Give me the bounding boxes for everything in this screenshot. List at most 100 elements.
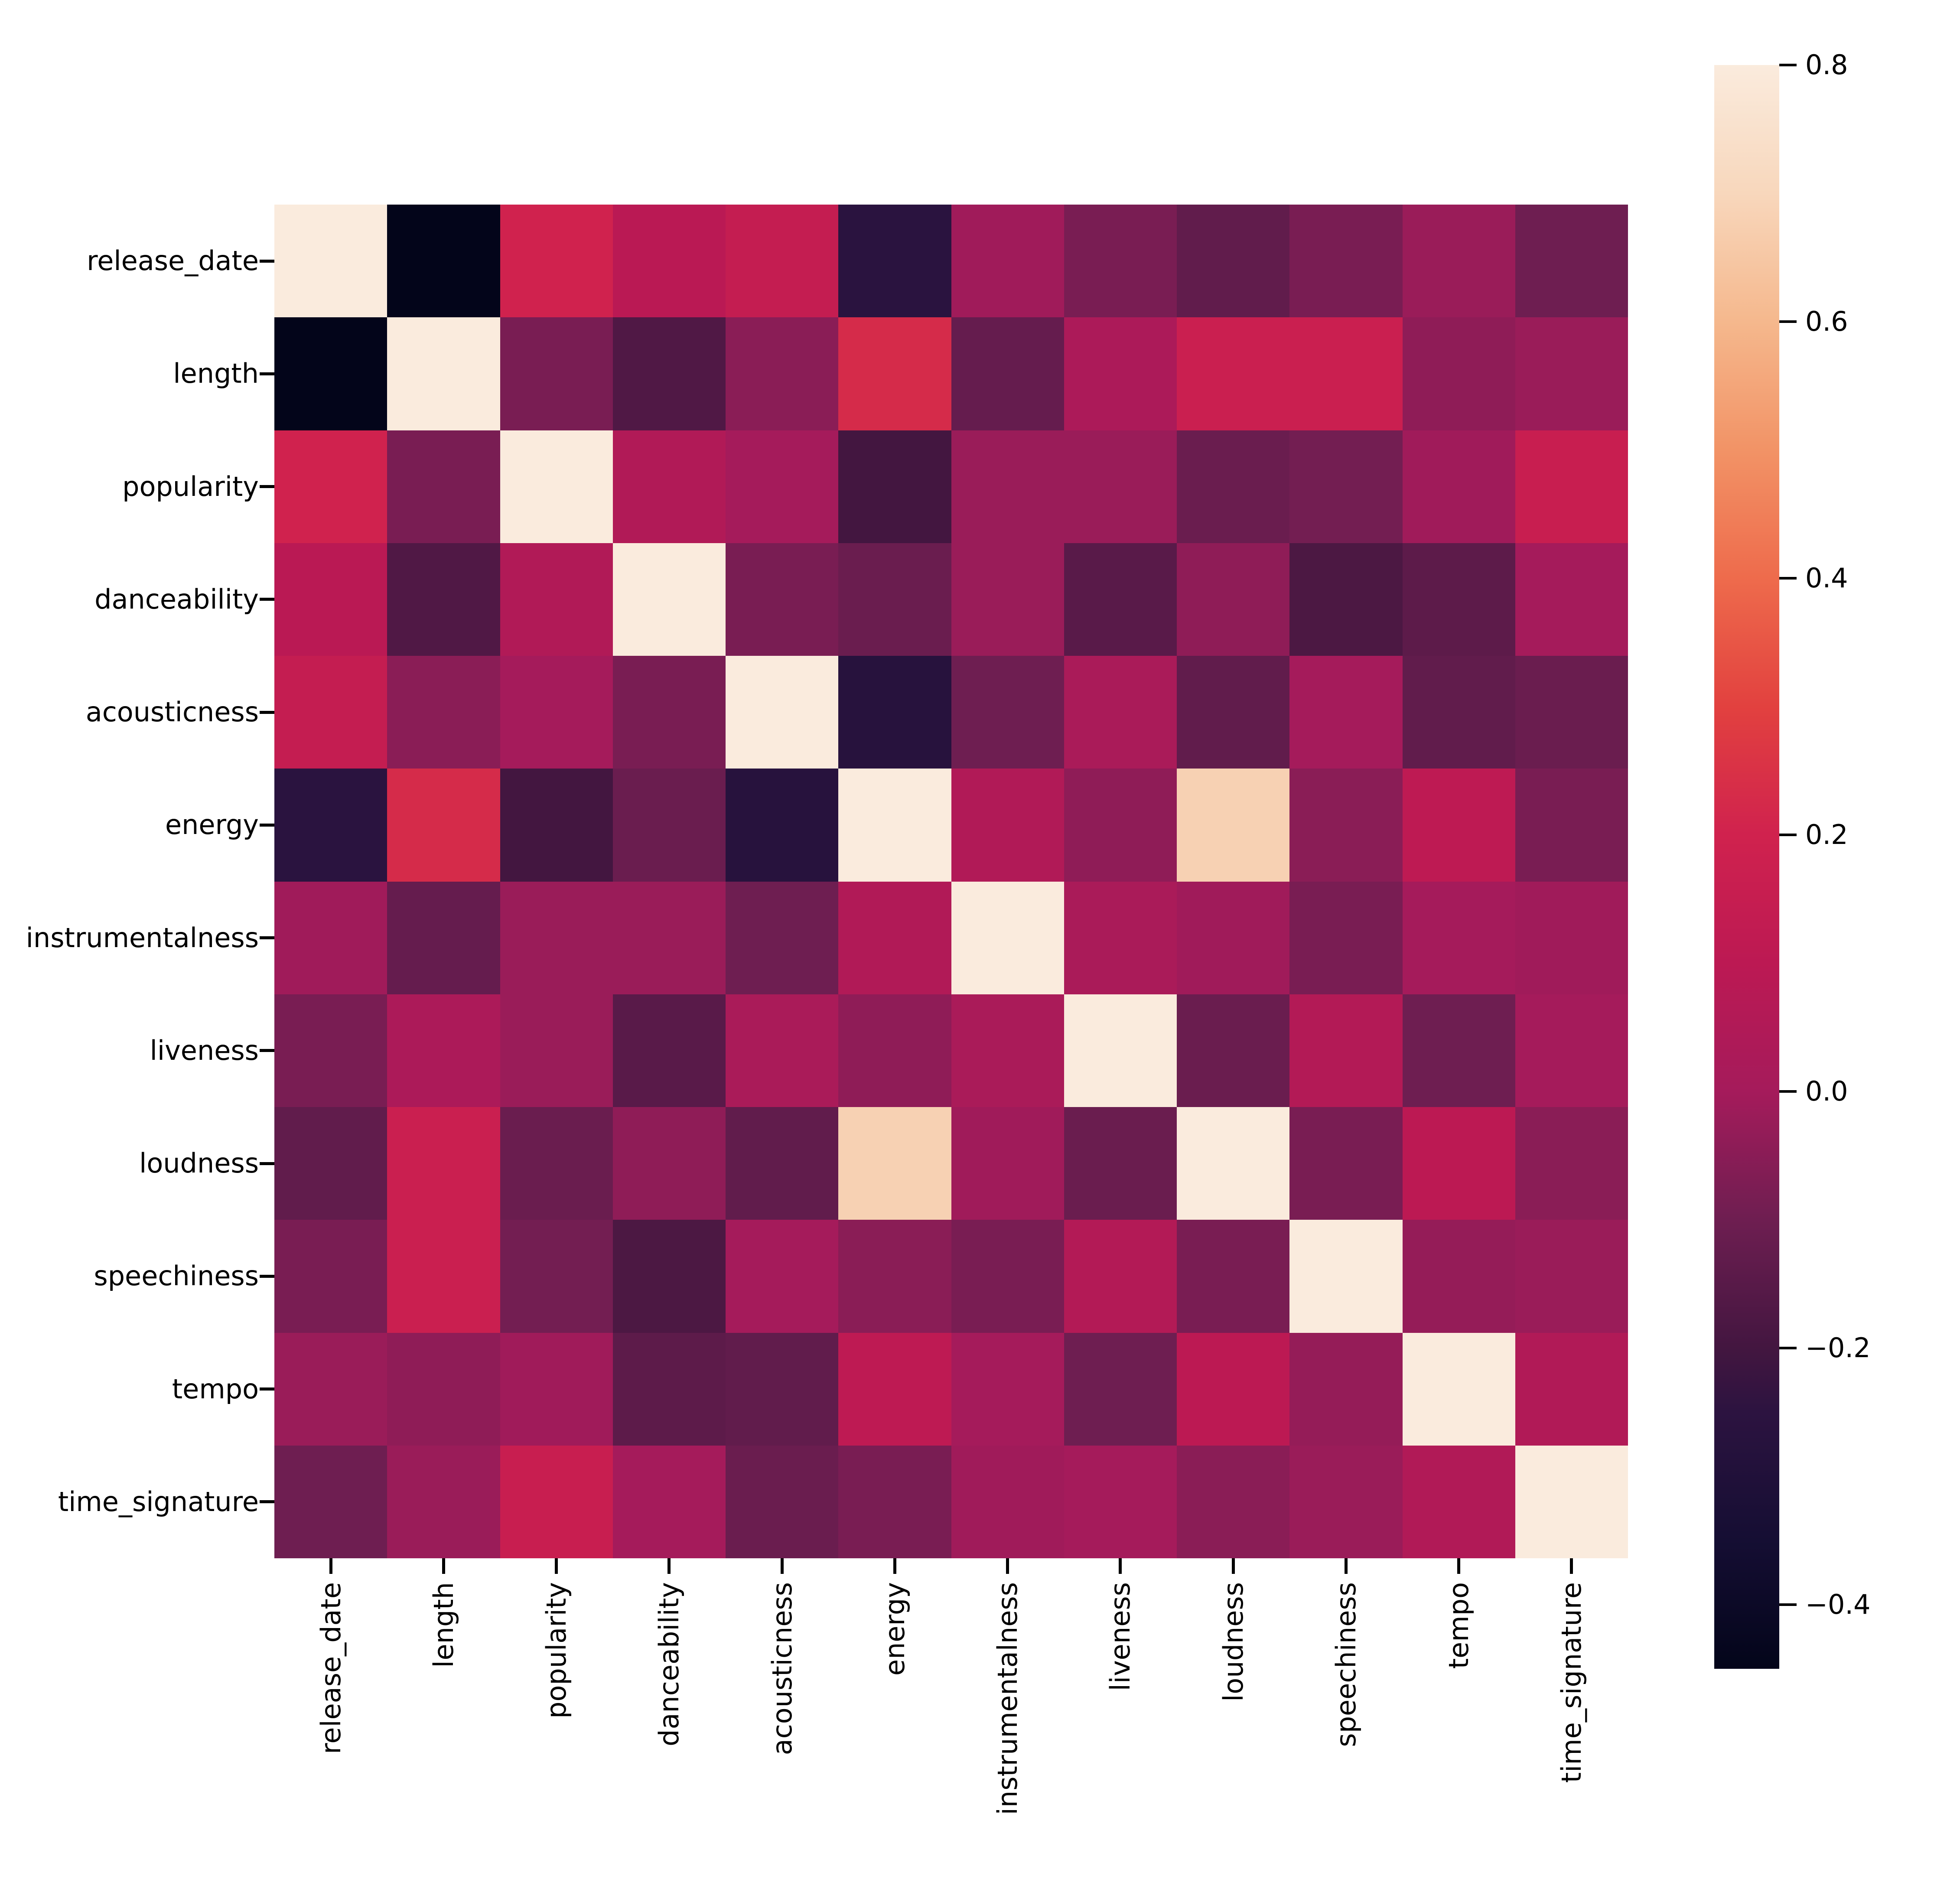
heatmap-cell-danceability-danceability [612,543,726,656]
heatmap-cell-instrumentalness-energy [838,881,951,994]
colorbar-tick-label: −0.4 [1805,1589,1871,1620]
x-tick-mark [1006,1558,1009,1574]
heatmap-cell-speechiness-length [387,1220,500,1333]
y-tick-mark [260,1162,274,1165]
heatmap-cell-time_signature-length [387,1445,500,1558]
heatmap-cell-energy-acousticness [726,769,839,882]
heatmap-cell-loudness-length [387,1107,500,1220]
heatmap-cell-danceability-length [387,543,500,656]
heatmap-cell-acousticness-release_date [274,656,387,769]
heatmap-cell-speechiness-time_signature [1515,1220,1628,1333]
heatmap-cell-length-length [387,317,500,430]
heatmap-cell-loudness-instrumentalness [951,1107,1064,1220]
heatmap-cell-energy-length [387,769,500,882]
heatmap-cell-length-danceability [612,317,726,430]
heatmap-cell-speechiness-acousticness [726,1220,839,1333]
heatmap-cell-speechiness-tempo [1402,1220,1515,1333]
y-tick-label-energy: energy [165,809,259,841]
heatmap-cell-danceability-time_signature [1515,543,1628,656]
heatmap-cell-speechiness-liveness [1064,1220,1177,1333]
y-tick-mark [260,259,274,263]
x-tick-label-length: length [427,1582,459,1668]
heatmap-cell-speechiness-instrumentalness [951,1220,1064,1333]
heatmap-cell-time_signature-tempo [1402,1445,1515,1558]
x-tick-label-instrumentalness: instrumentalness [992,1582,1024,1815]
x-tick-mark [893,1558,896,1574]
heatmap-cell-tempo-speechiness [1289,1332,1403,1446]
heatmap-grid [274,205,1628,1558]
heatmap-cell-length-liveness [1064,317,1177,430]
x-tick-label-speechiness: speechiness [1330,1582,1362,1747]
heatmap-cell-time_signature-speechiness [1289,1445,1403,1558]
y-tick-label-tempo: tempo [172,1373,259,1405]
heatmap-cell-loudness-energy [838,1107,951,1220]
heatmap-cell-energy-loudness [1177,769,1290,882]
heatmap-cell-acousticness-acousticness [726,656,839,769]
colorbar-tick-mark [1779,1603,1797,1606]
heatmap-cell-instrumentalness-release_date [274,881,387,994]
heatmap-cell-instrumentalness-time_signature [1515,881,1628,994]
heatmap-cell-energy-popularity [500,769,613,882]
heatmap-cell-tempo-tempo [1402,1332,1515,1446]
heatmap-cell-instrumentalness-liveness [1064,881,1177,994]
x-tick-mark [1344,1558,1348,1574]
heatmap-cell-time_signature-release_date [274,1445,387,1558]
heatmap-cell-energy-tempo [1402,769,1515,882]
heatmap-cell-time_signature-instrumentalness [951,1445,1064,1558]
colorbar-gradient [1714,65,1779,1669]
colorbar-tick-mark [1779,64,1797,66]
colorbar-tick-mark [1779,577,1797,580]
colorbar-tick-label: 0.6 [1805,306,1848,337]
heatmap-cell-liveness-liveness [1064,994,1177,1107]
heatmap-cell-instrumentalness-loudness [1177,881,1290,994]
x-tick-label-time_signature: time_signature [1556,1582,1588,1783]
colorbar-tick-label: 0.8 [1805,49,1848,81]
heatmap-cell-instrumentalness-popularity [500,881,613,994]
heatmap-cell-instrumentalness-danceability [612,881,726,994]
heatmap-cell-energy-liveness [1064,769,1177,882]
heatmap-cell-liveness-time_signature [1515,994,1628,1107]
heatmap-cell-acousticness-length [387,656,500,769]
heatmap-cell-liveness-release_date [274,994,387,1107]
colorbar-tick-label: 0.0 [1805,1075,1848,1107]
heatmap-cell-tempo-loudness [1177,1332,1290,1446]
heatmap-cell-instrumentalness-acousticness [726,881,839,994]
heatmap-cell-acousticness-time_signature [1515,656,1628,769]
x-tick-label-energy: energy [879,1582,911,1676]
heatmap-cell-release_date-speechiness [1289,205,1403,318]
y-tick-mark [260,485,274,489]
colorbar-tick-label: −0.2 [1805,1332,1871,1364]
heatmap-cell-speechiness-danceability [612,1220,726,1333]
heatmap-cell-acousticness-instrumentalness [951,656,1064,769]
heatmap-cell-length-tempo [1402,317,1515,430]
y-tick-mark [260,372,274,375]
heatmap-cell-liveness-length [387,994,500,1107]
heatmap-cell-acousticness-loudness [1177,656,1290,769]
y-tick-mark [260,1387,274,1391]
heatmap-cell-acousticness-energy [838,656,951,769]
heatmap-cell-popularity-instrumentalness [951,430,1064,543]
x-tick-mark [667,1558,671,1574]
heatmap-cell-release_date-danceability [612,205,726,318]
heatmap-cell-danceability-release_date [274,543,387,656]
y-tick-mark [260,710,274,714]
heatmap-cell-energy-speechiness [1289,769,1403,882]
heatmap-cell-energy-energy [838,769,951,882]
y-tick-label-liveness: liveness [150,1034,259,1066]
heatmap-cell-tempo-liveness [1064,1332,1177,1446]
x-tick-label-acousticness: acousticness [766,1582,798,1755]
heatmap-cell-instrumentalness-instrumentalness [951,881,1064,994]
heatmap-cell-popularity-liveness [1064,430,1177,543]
heatmap-cell-acousticness-tempo [1402,656,1515,769]
heatmap-cell-acousticness-liveness [1064,656,1177,769]
heatmap-cell-loudness-liveness [1064,1107,1177,1220]
y-tick-label-speechiness: speechiness [94,1260,259,1292]
heatmap-cell-release_date-acousticness [726,205,839,318]
heatmap-cell-time_signature-liveness [1064,1445,1177,1558]
y-tick-mark [260,936,274,940]
heatmap-cell-danceability-tempo [1402,543,1515,656]
y-tick-label-length: length [173,358,259,390]
y-tick-label-danceability: danceability [94,583,259,615]
y-tick-mark [260,1274,274,1278]
heatmap-cell-danceability-acousticness [726,543,839,656]
